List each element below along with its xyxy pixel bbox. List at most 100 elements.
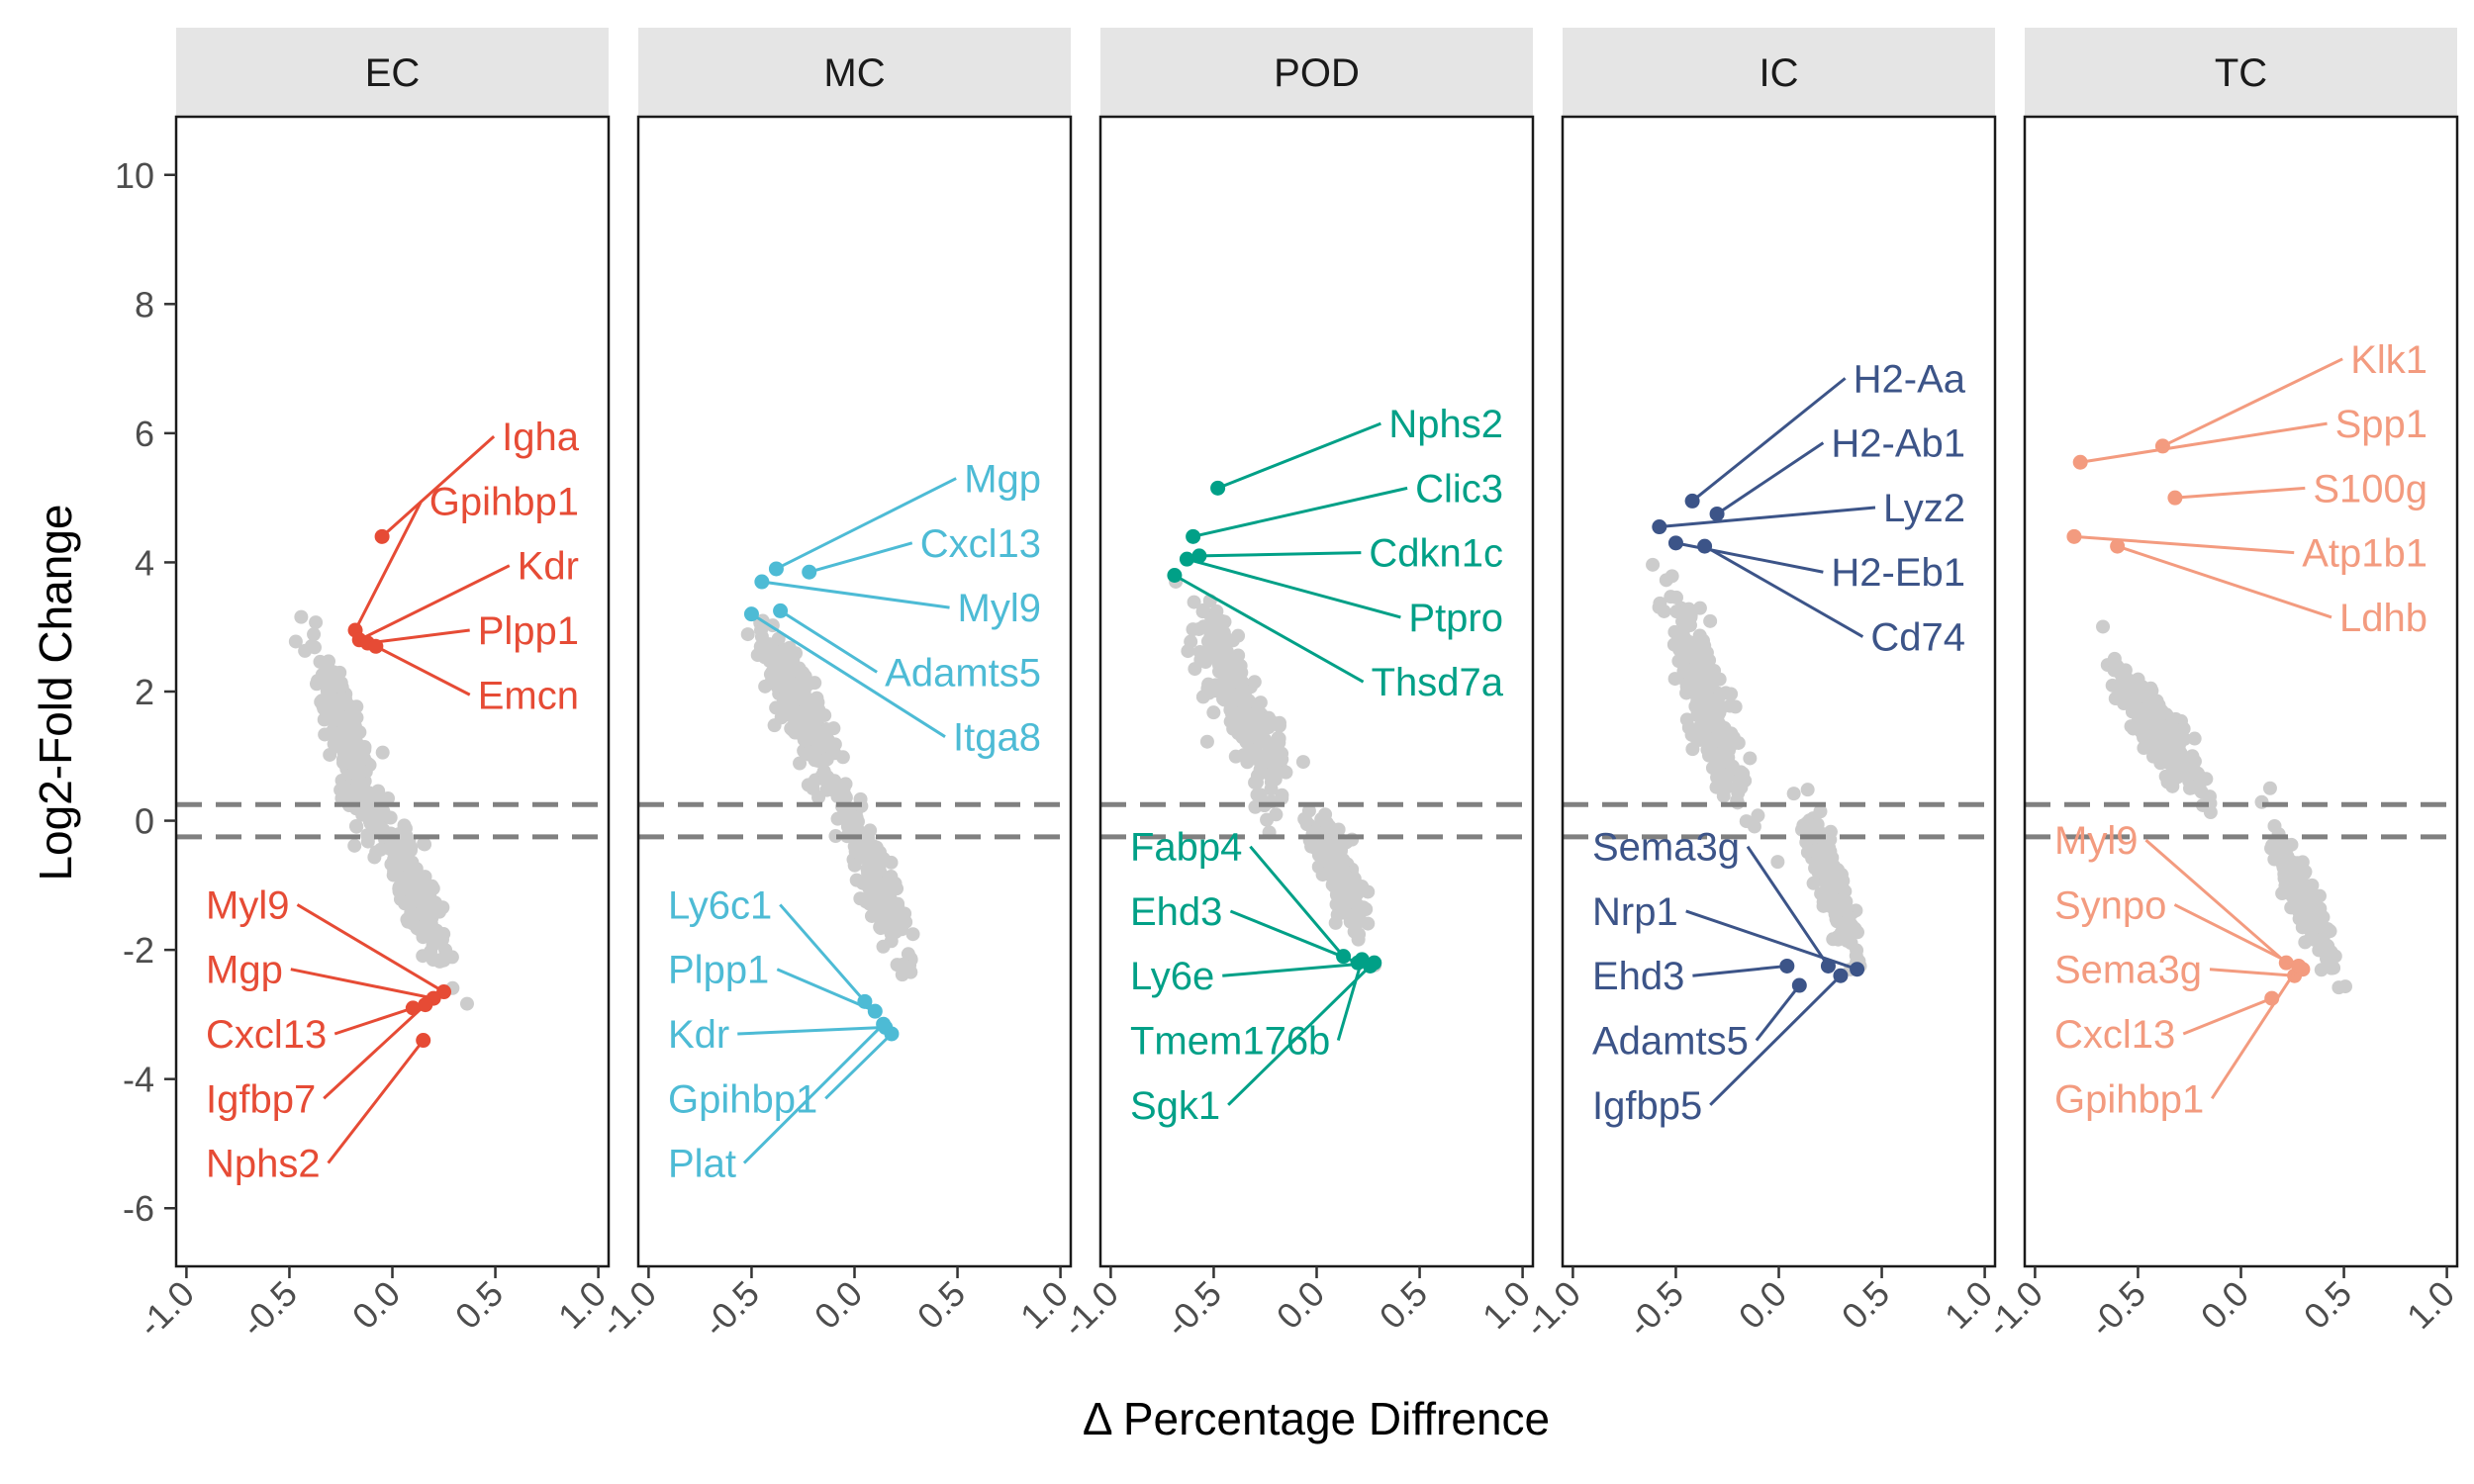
highlight-point	[1167, 567, 1183, 583]
background-point	[1659, 573, 1673, 588]
x-axis-title: Δ Percentage Diffrence	[1083, 1393, 1550, 1444]
panels: EC Igha Gpihbp1 Kdr Plpp1 Emcn Myl9 Mgp Cxcl13 Ig…	[174, 28, 2459, 1268]
x-tick-label: -1.0	[1516, 1273, 1588, 1345]
background-point	[1703, 613, 1718, 628]
background-point	[1247, 675, 1262, 690]
label-connector	[1222, 961, 1375, 977]
background-point	[1833, 893, 1848, 908]
background-point	[1307, 823, 1322, 838]
background-point	[1272, 718, 1286, 733]
y-tick-label: 0	[135, 801, 154, 842]
label-connector	[381, 435, 496, 538]
label-connector	[353, 500, 424, 631]
background-point	[2152, 729, 2167, 744]
background-point	[408, 876, 423, 890]
background-point	[2288, 898, 2303, 913]
background-point	[1728, 699, 1743, 714]
gene-label: H2-Aa	[1854, 357, 1966, 401]
background-point	[1322, 825, 1337, 840]
background-point	[1813, 804, 1828, 819]
background-point	[1333, 893, 1348, 908]
background-point	[1699, 690, 1714, 704]
highlight-point	[1191, 548, 1207, 564]
background-point	[1275, 790, 1289, 805]
background-point	[419, 880, 433, 894]
highlight-point	[416, 1033, 431, 1049]
x-tick-label: 1.0	[2399, 1273, 2462, 1337]
background-point	[1188, 662, 1202, 677]
gene-label: Itga8	[953, 716, 1041, 760]
background-point	[2169, 737, 2184, 752]
gene-label: Synpo	[2054, 883, 2166, 927]
background-point	[2167, 756, 2182, 771]
background-point	[847, 858, 862, 873]
panel-tc: TC Klk1 Spp1 S100g Atp1b1 Ldhb Myl9 Synpo Sema3g…	[2023, 28, 2459, 1268]
highlight-point	[368, 638, 384, 654]
background-point	[2107, 651, 2122, 666]
label-connector	[2210, 965, 2301, 1100]
background-point	[2124, 719, 2139, 734]
background-point	[1697, 724, 1712, 739]
x-tick-label: 0.0	[1731, 1273, 1794, 1337]
background-point	[2136, 706, 2150, 721]
x-tick-label: 0.0	[344, 1273, 408, 1337]
background-point	[1826, 876, 1841, 890]
background-point	[816, 764, 831, 779]
y-axis-title: Log2-Fold Change	[30, 504, 81, 881]
background-point	[765, 642, 780, 657]
background-point	[793, 756, 808, 771]
label-connector	[2117, 544, 2332, 619]
gene-label: Igha	[502, 416, 580, 459]
background-point	[849, 873, 864, 887]
x-tick-label: -0.5	[2081, 1273, 2153, 1345]
gene-label: Emcn	[478, 674, 579, 717]
label-connector	[1198, 551, 1362, 558]
gene-label: Klk1	[2350, 338, 2427, 382]
gene-label: Ly6e	[1130, 955, 1214, 998]
background-point	[2147, 718, 2161, 733]
background-points	[1646, 557, 1867, 976]
gene-label: Atp1b1	[2302, 532, 2427, 576]
background-point	[1279, 765, 1293, 780]
gene-label: Cxcl13	[206, 1013, 327, 1057]
background-point	[861, 831, 876, 846]
background-point	[1713, 727, 1728, 742]
x-tick-label: 0.5	[1372, 1273, 1435, 1337]
background-point	[2187, 731, 2202, 746]
highlight-point	[1833, 968, 1849, 983]
background-point	[1228, 749, 1243, 764]
label-connector	[2073, 534, 2295, 555]
label-connector	[2209, 968, 2295, 977]
gene-label: Sema3g	[1592, 826, 1740, 870]
highlight-point	[1363, 958, 1379, 974]
background-point	[307, 627, 322, 642]
background-point	[1260, 812, 1275, 827]
background-point	[1823, 824, 1838, 839]
background-point	[2161, 770, 2176, 785]
x-tick-label: -0.5	[1157, 1273, 1229, 1345]
gene-label: Gpihbp1	[668, 1077, 817, 1121]
gene-label: S100g	[2313, 467, 2427, 510]
background-point	[1703, 740, 1718, 755]
highlight-point	[1186, 528, 1201, 544]
background-point	[360, 828, 375, 843]
y-tick-label: 10	[115, 155, 154, 196]
highlight-point	[867, 1003, 883, 1019]
x-tick-label: 0.5	[2296, 1273, 2359, 1337]
label-connector	[1187, 557, 1401, 619]
background-point	[2315, 920, 2330, 935]
x-tick-label: -0.5	[233, 1273, 305, 1345]
y-tick-label: 6	[135, 414, 154, 454]
background-point	[1834, 925, 1849, 940]
gene-label: Nrp1	[1592, 890, 1678, 934]
gene-label: Nphs2	[206, 1143, 321, 1186]
panel-strip-label: POD	[1274, 51, 1360, 95]
label-connector	[1217, 421, 1381, 490]
gene-label: Mgp	[964, 458, 1041, 502]
background-point	[905, 927, 920, 942]
x-tick-label: 0.0	[807, 1273, 870, 1337]
y-tick-label: 2	[135, 672, 154, 712]
background-point	[1265, 744, 1280, 759]
background-point	[1206, 640, 1221, 655]
label-connector	[1692, 964, 1787, 977]
